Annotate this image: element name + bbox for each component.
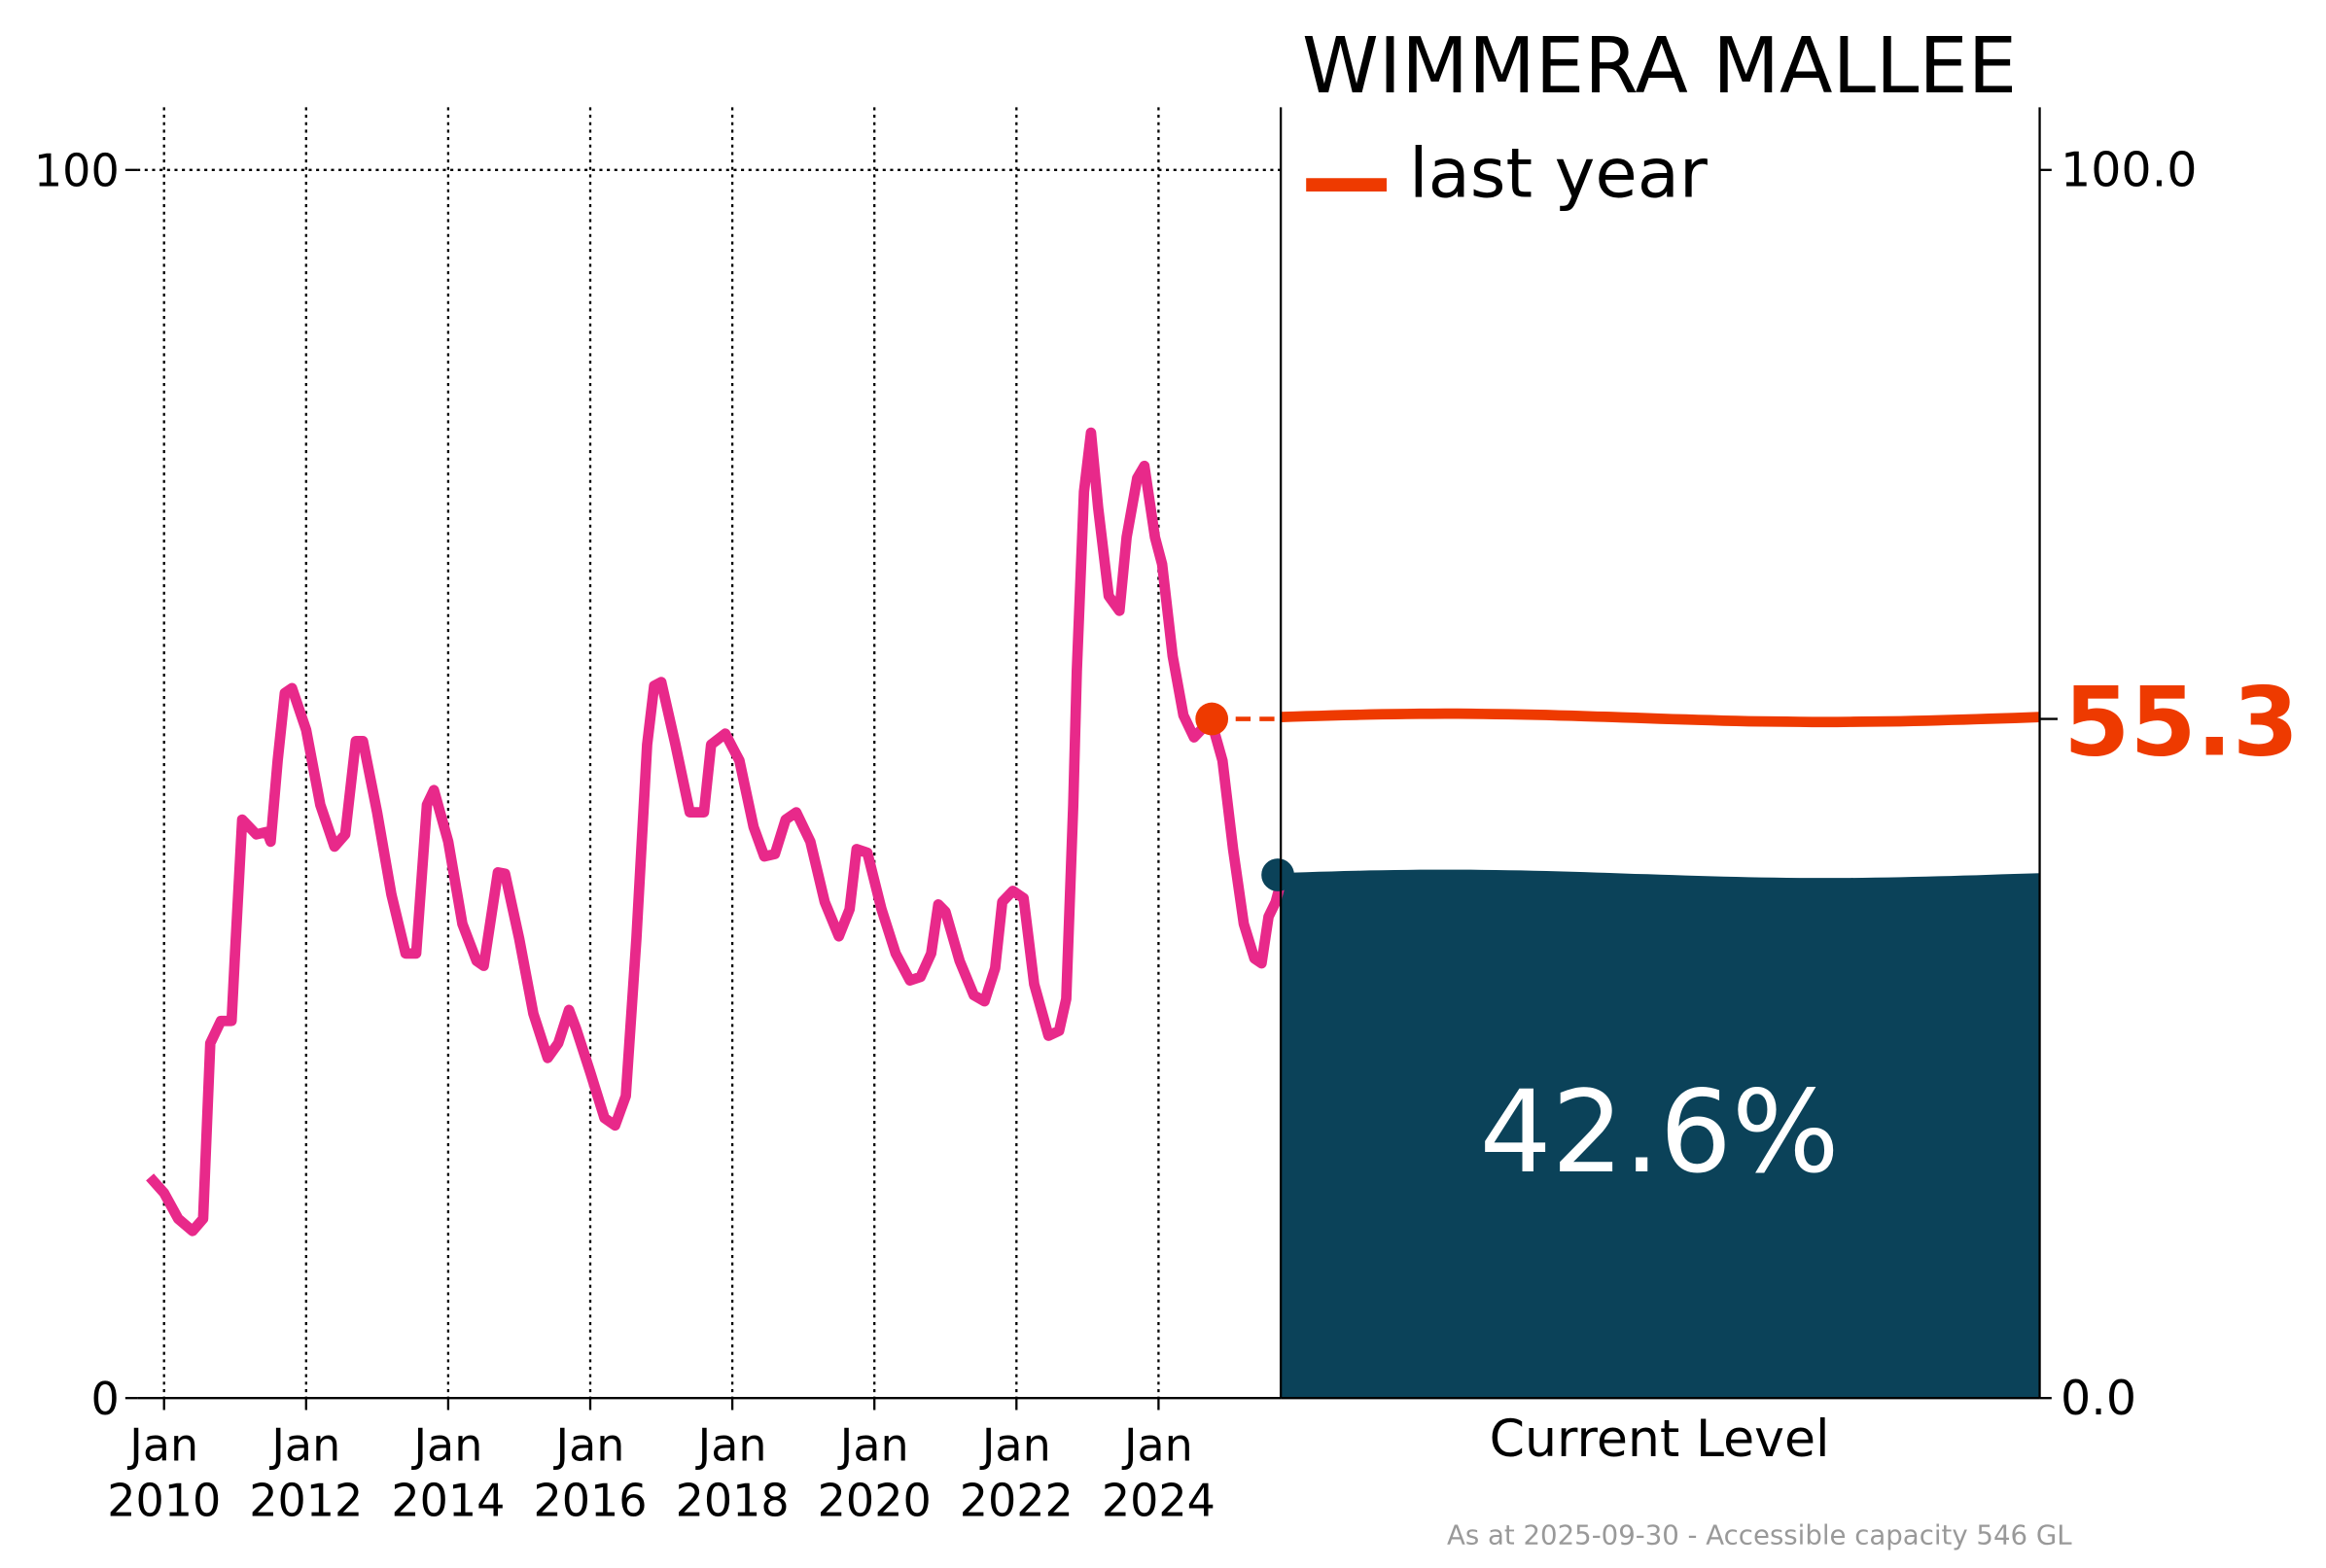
x-tick-label-year: 2024 bbox=[1102, 1474, 1216, 1526]
x-tick-label-year: 2018 bbox=[676, 1474, 790, 1526]
legend-label-last-year: last year bbox=[1409, 133, 1708, 213]
last-year-marker bbox=[1195, 702, 1229, 736]
current-level-caption: Current Level bbox=[1490, 1411, 1830, 1469]
current-level-value: 42.6% bbox=[1480, 1067, 1840, 1199]
x-tick-label-month: Jan bbox=[410, 1419, 482, 1472]
y-tick-label-left: 0 bbox=[90, 1373, 119, 1425]
tick-labels: Jan2010Jan2012Jan2014Jan2016Jan2018Jan20… bbox=[34, 142, 2198, 1527]
chart-title: WIMMERA MALLEE bbox=[1302, 20, 2017, 111]
x-tick-label-year: 2012 bbox=[249, 1474, 363, 1526]
x-tick-label-year: 2014 bbox=[391, 1474, 505, 1526]
x-tick-label-year: 2020 bbox=[818, 1474, 932, 1526]
x-tick-label-month: Jan bbox=[268, 1419, 340, 1472]
last-year-value: 55.3 bbox=[2063, 667, 2299, 778]
grid-lines bbox=[137, 107, 1282, 1399]
x-tick-label-month: Jan bbox=[979, 1419, 1051, 1472]
storage-series-line bbox=[146, 427, 1288, 1237]
y-tick-label-right: 0.0 bbox=[2061, 1370, 2136, 1426]
x-tick-label-month: Jan bbox=[837, 1419, 909, 1472]
x-tick-label-year: 2022 bbox=[960, 1474, 1074, 1526]
x-tick-label-month: Jan bbox=[553, 1419, 625, 1472]
x-tick-label-month: Jan bbox=[695, 1419, 767, 1472]
x-tick-label-year: 2016 bbox=[533, 1474, 647, 1526]
y-tick-label-right: 100.0 bbox=[2061, 142, 2197, 198]
y-tick-label-left: 100 bbox=[34, 145, 120, 197]
current-level-marker bbox=[1261, 858, 1294, 891]
last-year-line bbox=[1280, 708, 2040, 728]
current-level-fill bbox=[1281, 869, 2040, 1399]
footnote: As at 2025-09-30 - Accessible capacity 5… bbox=[1447, 1518, 2072, 1551]
axes bbox=[124, 107, 2058, 1411]
x-tick-label-month: Jan bbox=[1121, 1419, 1193, 1472]
x-tick-label-month: Jan bbox=[126, 1419, 198, 1472]
x-tick-label-year: 2010 bbox=[107, 1474, 221, 1526]
